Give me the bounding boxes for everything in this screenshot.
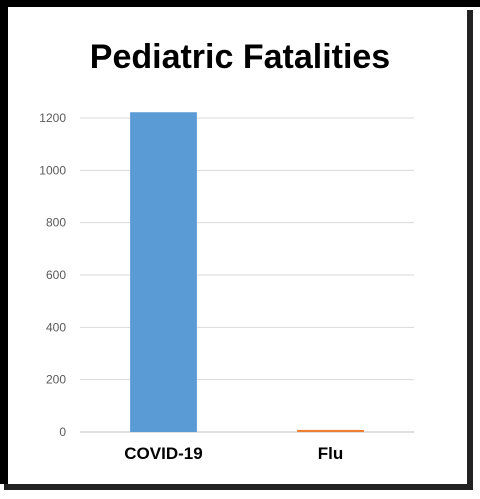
y-tick-label: 1000: [39, 163, 66, 177]
x-axis: COVID-19 Flu: [124, 444, 343, 463]
bar-flu: [297, 429, 364, 432]
bars: [130, 112, 364, 432]
y-tick-label: 1200: [39, 111, 66, 125]
y-tick-label: 400: [46, 320, 66, 334]
y-axis: 0 200 400 600 800 1000 1200: [39, 111, 66, 439]
bar-covid-19: [130, 112, 197, 432]
x-tick-label: Flu: [318, 444, 344, 463]
frame-shadow-right-dark: [467, 10, 473, 490]
y-tick-label: 200: [46, 373, 66, 387]
chart-area: [8, 7, 467, 484]
y-tick-label: 800: [46, 216, 66, 230]
x-tick-label: COVID-19: [124, 444, 202, 463]
chart-title: Pediatric Fatalities: [90, 38, 390, 76]
y-tick-label: 600: [46, 268, 66, 282]
y-tick-label: 0: [59, 425, 66, 439]
frame-shadow-bottom-dark: [4, 484, 473, 490]
